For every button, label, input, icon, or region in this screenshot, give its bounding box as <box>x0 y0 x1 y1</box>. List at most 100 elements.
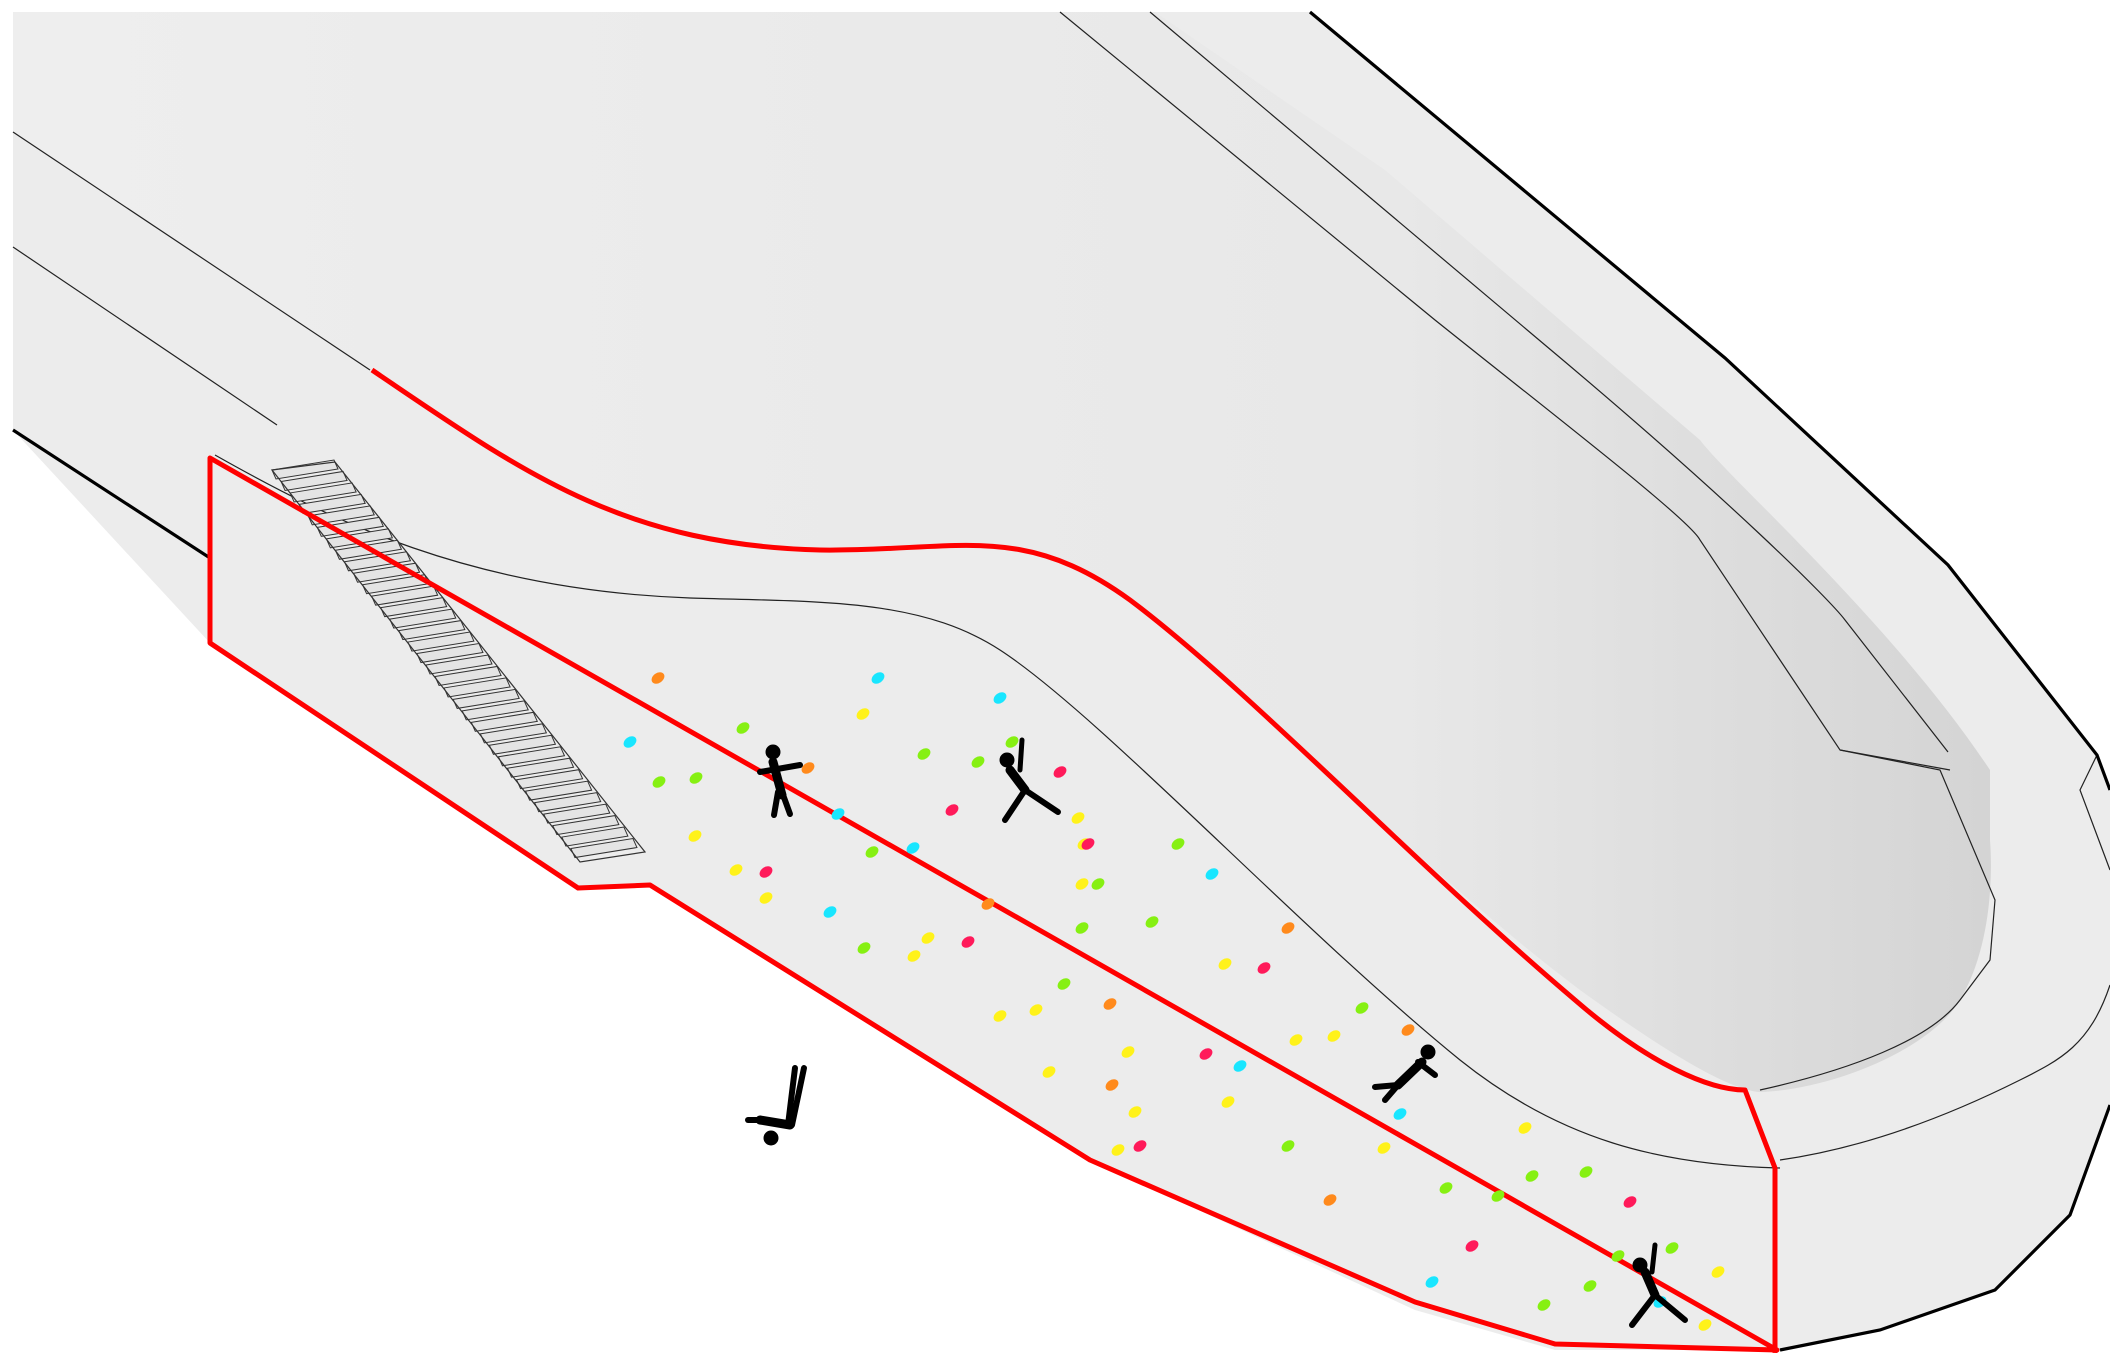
climbing-hold <box>1537 1299 1551 1311</box>
stair-step <box>307 505 375 526</box>
climbing-hold <box>1711 1266 1725 1278</box>
climbing-hold <box>1121 1046 1135 1058</box>
climbing-hold <box>1518 1122 1532 1134</box>
stair-step <box>343 551 412 572</box>
climbing-hold <box>801 762 815 774</box>
climbing-hold <box>1401 1024 1415 1036</box>
climbing-hold <box>1075 922 1089 934</box>
climbing-hold <box>1583 1280 1597 1292</box>
climbing-hold <box>1579 1166 1593 1178</box>
climber-figure <box>999 737 1061 823</box>
channel-rim <box>1779 984 2110 1161</box>
climbing-hold <box>1281 922 1295 934</box>
climbing-hold <box>1218 958 1232 970</box>
stair-step <box>379 597 448 618</box>
climbing-hold <box>1042 1066 1056 1078</box>
channel-outer-end <box>2079 754 2110 871</box>
climbing-hold <box>1081 838 1095 850</box>
climber-figure <box>757 744 803 818</box>
stair-step <box>398 620 466 641</box>
climbing-hold <box>1377 1142 1391 1154</box>
climbing-hold <box>1171 838 1185 850</box>
climbing-hold <box>689 772 703 784</box>
left-edge-line-2 <box>12 246 278 426</box>
channel-edge-left <box>1059 11 1951 771</box>
climber-figure <box>1372 1044 1438 1103</box>
stair-step <box>325 528 394 549</box>
left-edge-line-1 <box>12 131 371 371</box>
climbing-hold <box>906 842 920 854</box>
stair-step <box>488 734 557 755</box>
climbing-hold <box>1103 998 1117 1010</box>
stair-step <box>461 700 529 721</box>
climbing-hold <box>1425 1276 1439 1288</box>
climbing-hold <box>1199 1048 1213 1060</box>
climbing-hold <box>1465 1240 1479 1252</box>
climbing-hold <box>993 1010 1007 1022</box>
stair-step <box>425 654 493 675</box>
climbing-hold <box>1698 1319 1712 1331</box>
stair-step <box>452 688 520 709</box>
climbing-hold <box>1128 1106 1142 1118</box>
stair-step <box>389 608 457 629</box>
climbing-hold <box>971 756 985 768</box>
climbing-hold <box>1623 1196 1637 1208</box>
climbing-hold <box>865 846 879 858</box>
climbing-hold <box>1257 962 1271 974</box>
stair-step <box>316 516 385 537</box>
climber-figure <box>1629 1242 1688 1328</box>
climber-figure <box>745 1065 807 1146</box>
stair-step <box>271 459 339 480</box>
climbing-hold <box>1145 916 1159 928</box>
outer-outline-top <box>1308 10 2110 791</box>
climbing-hold <box>1611 1250 1625 1262</box>
climbing-hold <box>1323 1194 1337 1206</box>
climbing-hold <box>917 748 931 760</box>
stair-step <box>515 769 584 790</box>
stair-step <box>370 585 439 606</box>
stair-step <box>407 631 475 652</box>
climbing-hold <box>759 866 773 878</box>
climbing-hold <box>1665 1242 1679 1254</box>
climbing-hold <box>1091 878 1105 890</box>
climbing-hold <box>993 692 1007 704</box>
climbing-zone-outline <box>207 367 1780 1353</box>
climbing-hold <box>1393 1108 1407 1120</box>
stair-step <box>479 723 548 744</box>
climbing-hold <box>1057 978 1071 990</box>
climbing-hold <box>945 804 959 816</box>
stair-step <box>506 757 575 778</box>
climbing-hold <box>1233 1060 1247 1072</box>
climbing-hold <box>1525 1170 1539 1182</box>
wall-channel <box>13 12 1991 1092</box>
climbing-hold <box>729 864 743 876</box>
staircase <box>270 459 647 863</box>
face-curve-line <box>214 454 1781 1169</box>
climbing-hold <box>623 736 637 748</box>
climbing-hold <box>1075 878 1089 890</box>
climbing-hold <box>759 892 773 904</box>
climbing-hold <box>1491 1190 1505 1202</box>
channel-edge-right <box>1149 11 1949 753</box>
climbing-hold <box>1281 1140 1295 1152</box>
climbing-holds <box>623 672 1725 1331</box>
climbing-hold <box>961 936 975 948</box>
climbers <box>745 737 1688 1328</box>
climbing-hold <box>1439 1182 1453 1194</box>
channel-inner-end <box>1759 749 1996 1091</box>
climbing-hold <box>1327 1030 1341 1042</box>
stair-step <box>434 665 502 687</box>
climbing-hold <box>981 898 995 910</box>
climbing-hold <box>652 776 666 788</box>
stair-step <box>280 470 348 492</box>
climbing-hold <box>907 950 921 962</box>
climbing-hold <box>1071 812 1085 824</box>
climbing-hold <box>1205 868 1219 880</box>
stair-step <box>470 711 539 732</box>
climbing-hold <box>1289 1034 1303 1046</box>
stair-step <box>416 642 484 664</box>
climbing-hold <box>856 708 870 720</box>
outer-outline-left <box>12 428 211 560</box>
stair-step <box>289 482 357 503</box>
